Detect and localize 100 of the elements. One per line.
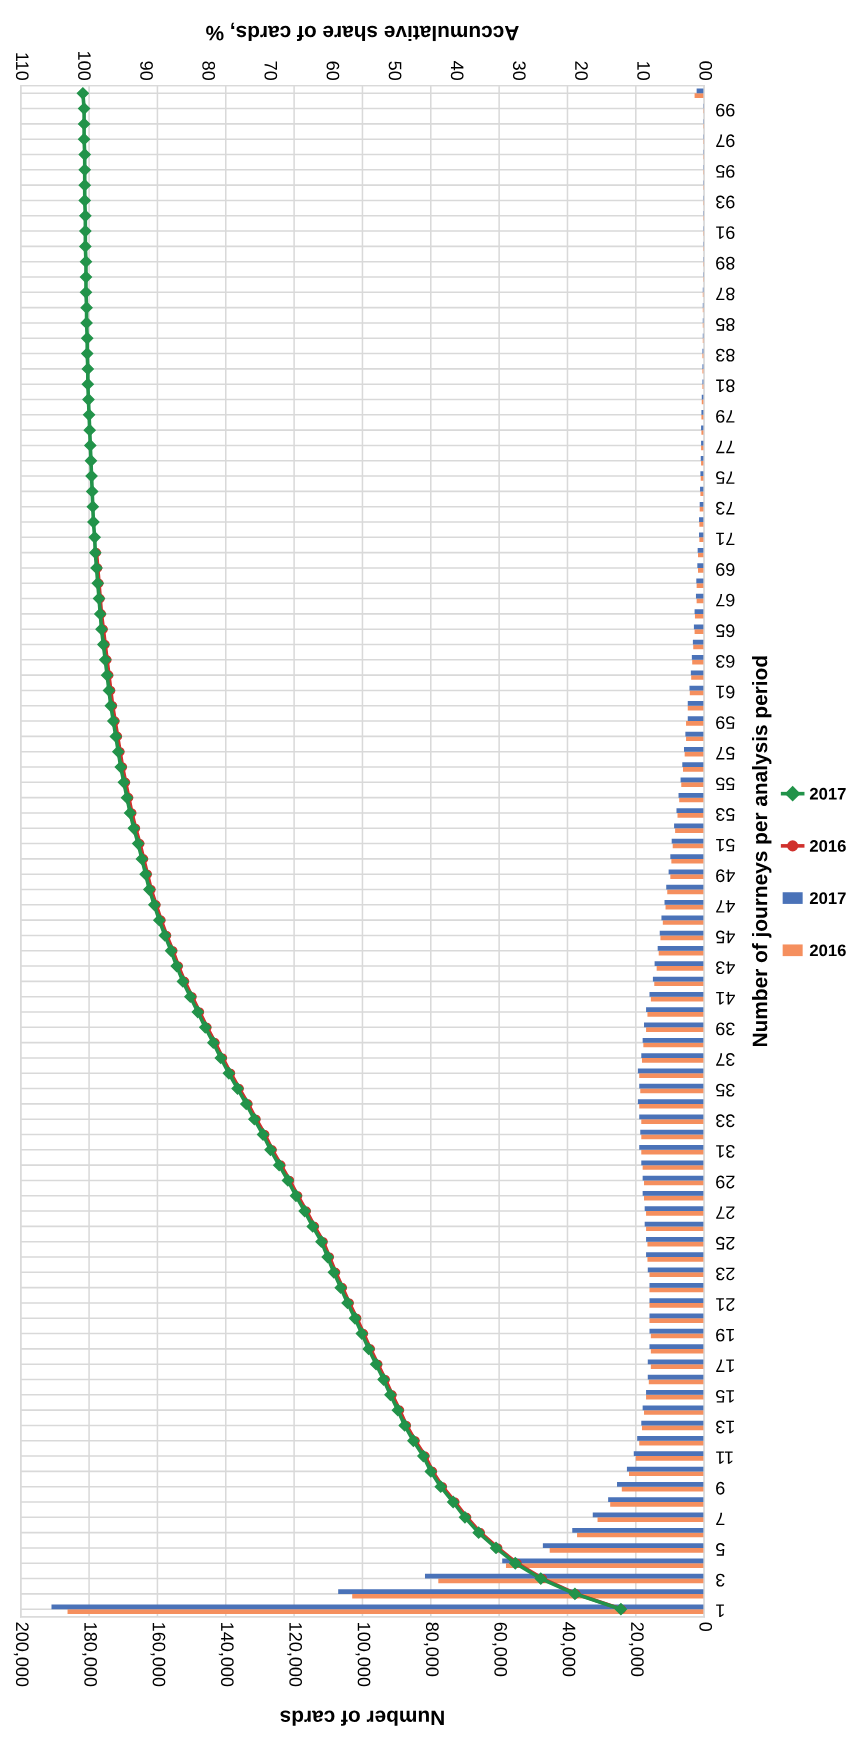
y-tick-label: 85: [716, 318, 735, 331]
bar: [660, 935, 705, 941]
y-tick-label: 63: [716, 654, 735, 668]
bar: [694, 93, 705, 98]
bar: [646, 1394, 705, 1400]
x-tick-label: 180,000: [82, 1623, 98, 1687]
bar: [649, 991, 705, 997]
bar: [665, 904, 705, 910]
x-axis-title: Number of cards: [280, 1710, 444, 1726]
bar: [691, 675, 705, 680]
bar: [684, 746, 705, 752]
bar: [699, 522, 705, 527]
bar: [650, 1364, 705, 1369]
y-tick-label: 13: [716, 1420, 734, 1434]
bar: [701, 445, 705, 451]
bar: [656, 966, 705, 971]
bar: [700, 456, 705, 461]
y-tick-label: 37: [716, 1053, 735, 1066]
x2-tick-label: 90: [140, 61, 153, 81]
x-tick-label: 0: [699, 1622, 713, 1632]
bar: [662, 920, 705, 925]
bar: [681, 782, 705, 788]
y-tick-label: 71: [716, 532, 735, 546]
y-tick-label: 55: [716, 777, 735, 791]
y-tick-label: 47: [716, 900, 735, 913]
y-tick-label: 81: [716, 379, 735, 393]
bar: [639, 1114, 705, 1120]
x-tick-label: 60,000: [492, 1622, 508, 1677]
bar: [646, 1252, 705, 1258]
bar: [572, 1527, 705, 1533]
bar: [646, 1211, 705, 1216]
x-tick-label: 140,000: [218, 1623, 234, 1687]
bar: [647, 1374, 705, 1380]
y-tick-label: 27: [716, 1206, 735, 1220]
y-tick-label: 17: [716, 1359, 734, 1372]
bar: [641, 1425, 705, 1431]
y-tick-label: 67: [716, 593, 735, 607]
bar: [687, 716, 705, 722]
y-tick-label: 29: [716, 1175, 735, 1189]
bar: [639, 1073, 705, 1078]
bar: [677, 812, 705, 818]
x2-axis-title: Accumulative share of cards, %: [206, 22, 519, 42]
y-tick-label: 39: [716, 1022, 735, 1036]
bar: [649, 1302, 705, 1308]
x2-tick-label: 40: [450, 61, 464, 81]
bar: [700, 471, 705, 477]
bar: [633, 1451, 705, 1457]
bar: [650, 1348, 705, 1354]
bar: [678, 792, 705, 798]
bar: [649, 1298, 705, 1303]
bar: [692, 659, 705, 665]
y-tick-label: 3: [716, 1573, 725, 1587]
bar: [617, 1481, 705, 1487]
y-tick-label: 35: [716, 1083, 735, 1097]
x2-tick-label: 80: [202, 61, 216, 81]
bar: [701, 425, 705, 431]
bar: [694, 609, 705, 614]
x-tick-label: 80,000: [423, 1622, 439, 1677]
y-tick-label: 87: [716, 287, 735, 301]
bar: [654, 981, 705, 987]
bar: [646, 1027, 705, 1033]
bar: [682, 762, 705, 768]
bar: [642, 1037, 705, 1043]
y-tick-label: 1: [716, 1604, 724, 1617]
legend-label: 2017: [809, 892, 846, 905]
x2-tick-label: 50: [388, 61, 402, 81]
bar: [690, 670, 705, 676]
legend-label: 2016: [809, 944, 846, 957]
y-tick-label: 53: [716, 808, 735, 821]
bar: [649, 1318, 705, 1323]
y-tick-label: 43: [716, 961, 735, 975]
bar: [697, 547, 705, 553]
bar: [646, 1007, 705, 1013]
x2-tick-label: 30: [512, 61, 526, 81]
bar: [666, 884, 705, 890]
bar: [549, 1547, 705, 1553]
y-tick-label: 23: [716, 1267, 735, 1281]
y-tick-label: 79: [716, 409, 735, 423]
bar: [668, 869, 705, 875]
bar: [701, 410, 705, 415]
y-tick-label: 83: [716, 348, 735, 362]
y-tick-label: 45: [716, 930, 735, 944]
y-tick-label: 89: [716, 256, 735, 270]
bar: [701, 430, 705, 435]
y-tick-label: 41: [716, 992, 735, 1005]
y-tick-label: 7: [716, 1512, 725, 1526]
bar: [649, 1282, 705, 1288]
bar: [646, 1390, 705, 1395]
bar: [642, 1191, 705, 1196]
y-tick-label: 73: [716, 501, 735, 515]
y-tick-label: 51: [716, 838, 735, 852]
bar: [637, 1099, 705, 1104]
x2-tick-label: 100: [78, 52, 91, 81]
bar: [699, 517, 705, 523]
y-tick-label: 57: [716, 746, 735, 760]
x2-tick-label: 20: [575, 61, 588, 81]
bar: [686, 721, 705, 726]
bar: [676, 808, 705, 813]
bar: [642, 1405, 705, 1411]
y-tick-label: 59: [716, 716, 735, 730]
